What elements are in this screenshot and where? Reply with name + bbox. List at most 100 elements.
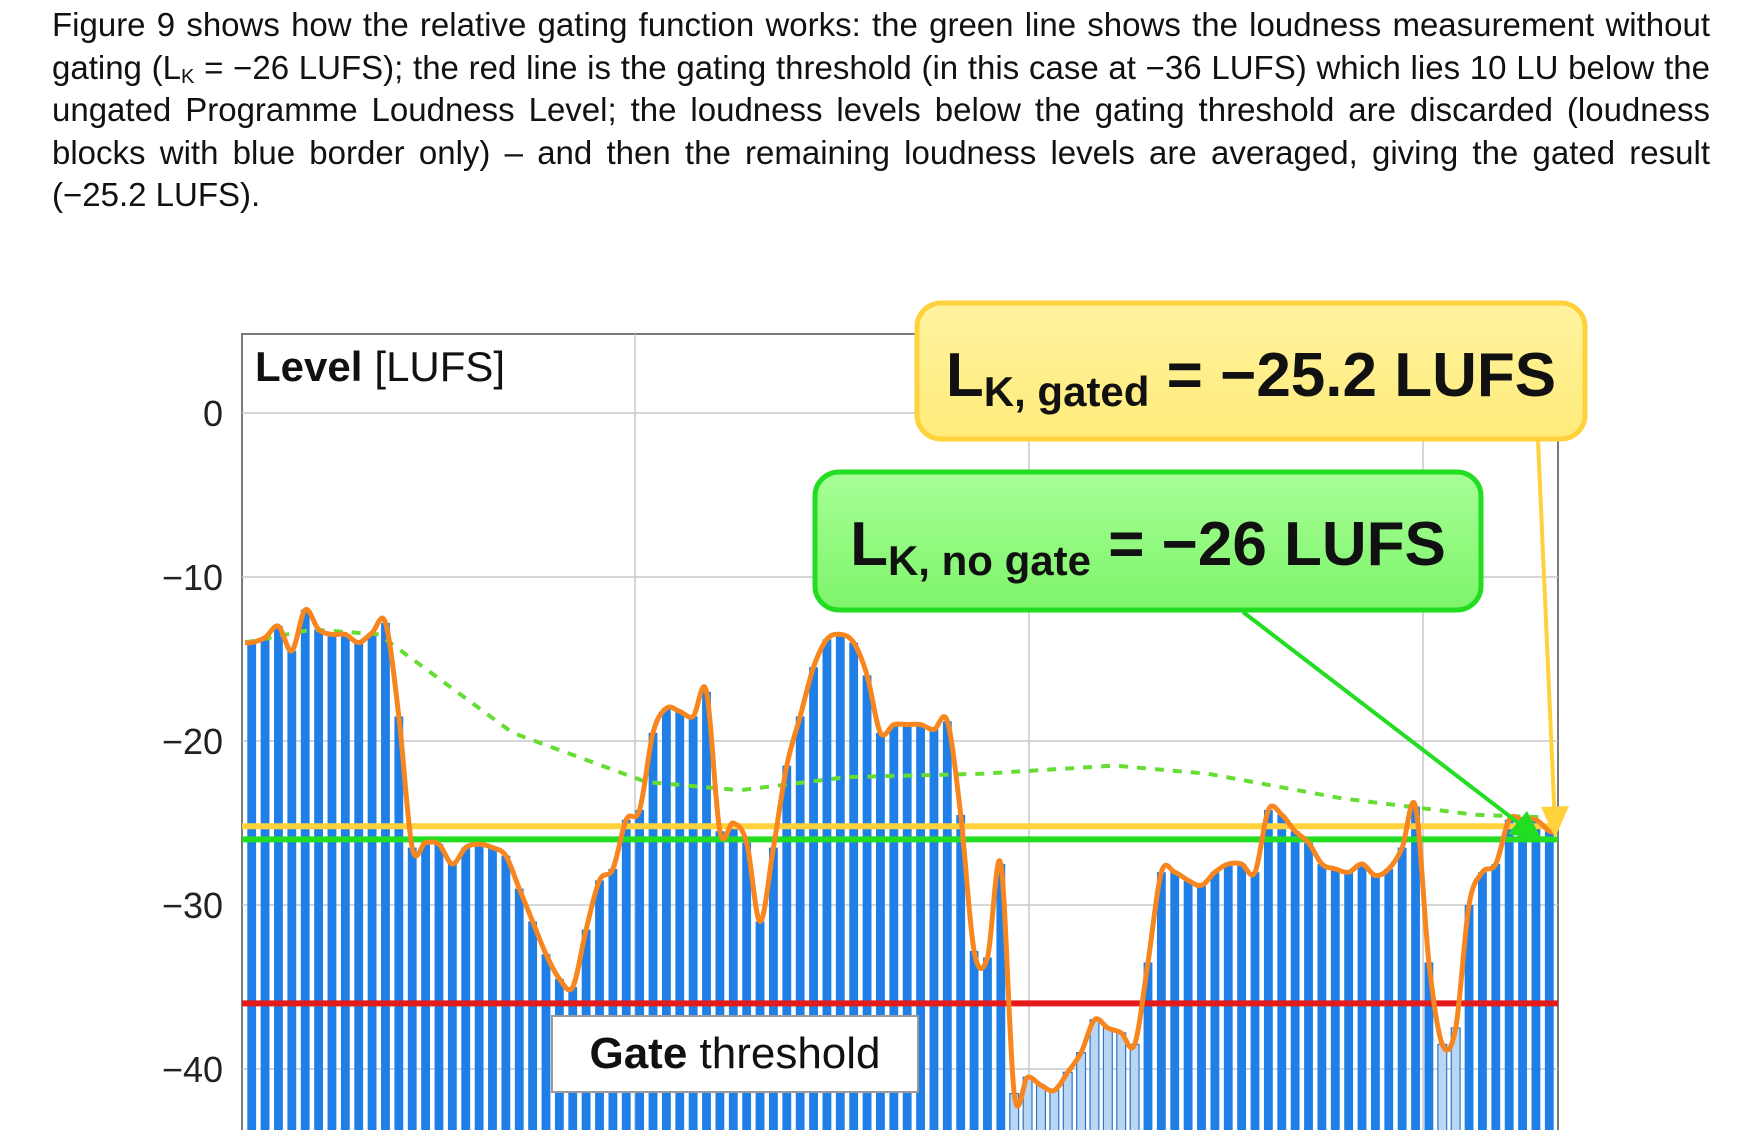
loudness-bar bbox=[969, 950, 979, 1130]
gated-result-callout: LK, gated = −25.2 LUFS bbox=[914, 300, 1588, 442]
loudness-bar bbox=[1263, 809, 1273, 1130]
loudness-bar bbox=[1116, 1032, 1127, 1130]
loudness-bar bbox=[1317, 864, 1327, 1130]
gate-threshold-text: Gate threshold bbox=[589, 1029, 880, 1078]
caption-part-2: = −26 LUFS); the red line is the gating … bbox=[52, 48, 1710, 214]
loudness-bar bbox=[688, 716, 698, 1130]
gate-threshold-label: Gate threshold bbox=[551, 1015, 919, 1093]
ungated-sub: K, no gate bbox=[888, 537, 1091, 584]
y-axis-label: Level [LUFS] bbox=[255, 343, 505, 390]
y-tick-label: −20 bbox=[162, 721, 223, 762]
y-tick-label: 0 bbox=[203, 393, 223, 434]
y-axis-label-bold: Level bbox=[255, 343, 362, 390]
y-tick-labels: 0 −10 −20 −30 −40 bbox=[162, 393, 223, 1090]
loudness-bar bbox=[260, 637, 270, 1130]
loudness-bar bbox=[1197, 885, 1206, 1130]
loudness-bar bbox=[287, 650, 297, 1130]
momentary-loudness-curve bbox=[244, 606, 1557, 1109]
loudness-bar bbox=[635, 809, 645, 1130]
loudness-bar bbox=[474, 844, 484, 1130]
loudness-bar bbox=[956, 814, 966, 1130]
loudness-bar bbox=[1384, 868, 1394, 1130]
loudness-bar bbox=[1411, 806, 1420, 1130]
loudness-bar bbox=[1397, 847, 1407, 1130]
loudness-bar bbox=[768, 847, 778, 1130]
loudness-bar bbox=[849, 642, 859, 1130]
loudness-bar bbox=[942, 721, 952, 1130]
gated-result-text: LK, gated = −25.2 LUFS bbox=[946, 341, 1556, 415]
loudness-bar bbox=[1464, 905, 1474, 1130]
loudness-bar bbox=[1277, 814, 1287, 1130]
loudness-bar bbox=[822, 639, 832, 1130]
loudness-bar bbox=[835, 634, 845, 1130]
loudness-bar bbox=[247, 642, 257, 1130]
loudness-bar bbox=[394, 716, 404, 1130]
loudness-bar bbox=[300, 609, 310, 1130]
loudness-bar bbox=[381, 622, 390, 1130]
y-tick-label: −40 bbox=[162, 1049, 223, 1090]
gated-arrow-line bbox=[1536, 439, 1557, 826]
loudness-bar bbox=[514, 888, 524, 1130]
loudness-bar bbox=[661, 708, 671, 1130]
loudness-bar bbox=[340, 634, 350, 1130]
loudness-bar bbox=[1437, 1043, 1448, 1130]
loudness-bar bbox=[809, 667, 818, 1130]
loudness-bar bbox=[1544, 831, 1554, 1130]
loudness-bar bbox=[1290, 831, 1300, 1130]
loudness-bar bbox=[1049, 1089, 1060, 1130]
loudness-bar bbox=[782, 765, 792, 1130]
loudness-bar bbox=[1223, 864, 1233, 1130]
loudness-bar bbox=[1531, 819, 1541, 1130]
loudness-bar bbox=[996, 864, 1006, 1130]
loudness-bar bbox=[421, 842, 431, 1130]
loudness-bar bbox=[983, 957, 992, 1130]
gated-sub: K, gated bbox=[984, 368, 1150, 415]
loudness-bar bbox=[1330, 868, 1340, 1130]
loudness-bar bbox=[1102, 1027, 1113, 1130]
ungated-arrow-line bbox=[1241, 610, 1527, 830]
loudness-bar bbox=[795, 716, 805, 1130]
loudness-bar bbox=[1076, 1051, 1087, 1130]
loudness-bar bbox=[1089, 1019, 1100, 1130]
loudness-bar bbox=[1357, 864, 1367, 1130]
loudness-bar bbox=[1491, 864, 1501, 1130]
ungated-main: L bbox=[850, 510, 888, 579]
loudness-bar bbox=[1304, 842, 1313, 1130]
loudness-bar bbox=[702, 691, 711, 1130]
gated-arrow-head bbox=[1541, 806, 1569, 838]
reference-lines bbox=[242, 823, 1558, 1007]
loudness-bar bbox=[929, 729, 939, 1130]
loudness-bar bbox=[447, 864, 457, 1130]
loudness-bar bbox=[528, 921, 538, 1130]
gate-threshold-bold: Gate bbox=[589, 1029, 687, 1078]
loudness-bar bbox=[916, 724, 925, 1130]
loudness-bar bbox=[488, 847, 497, 1130]
caption-text: Figure 9 shows how the relative gating f… bbox=[52, 4, 1710, 217]
caption-subscript: K bbox=[181, 65, 195, 88]
loudness-bar bbox=[434, 844, 444, 1130]
loudness-bar bbox=[742, 842, 752, 1130]
loudness-bar bbox=[1035, 1084, 1046, 1130]
loudness-bar bbox=[608, 868, 618, 1130]
y-tick-label: −30 bbox=[162, 885, 223, 926]
loudness-bar bbox=[501, 855, 511, 1130]
gated-value: = −25.2 LUFS bbox=[1149, 341, 1556, 410]
loudness-bar bbox=[354, 642, 364, 1130]
loudness-bar bbox=[1518, 819, 1527, 1130]
ungated-result-callout: LK, no gate = −26 LUFS bbox=[812, 469, 1484, 613]
loudness-bar bbox=[327, 634, 337, 1130]
loudness-bar bbox=[889, 724, 899, 1130]
caption-part-1: Figure 9 shows how the relative gating f… bbox=[52, 6, 1710, 86]
loudness-bar bbox=[1143, 962, 1153, 1130]
curves-group bbox=[244, 606, 1558, 1109]
loudness-bar bbox=[367, 632, 377, 1130]
gated-main: L bbox=[946, 341, 984, 410]
loudness-bar bbox=[648, 732, 658, 1130]
loudness-bar bbox=[1129, 1043, 1140, 1130]
figure-caption: Figure 9 shows how the relative gating f… bbox=[52, 4, 1710, 217]
loudness-bar bbox=[1504, 819, 1514, 1130]
ungated-value: = −26 LUFS bbox=[1091, 510, 1446, 579]
loudness-bar bbox=[728, 823, 738, 1130]
ungated-result-text: LK, no gate = −26 LUFS bbox=[850, 510, 1446, 584]
